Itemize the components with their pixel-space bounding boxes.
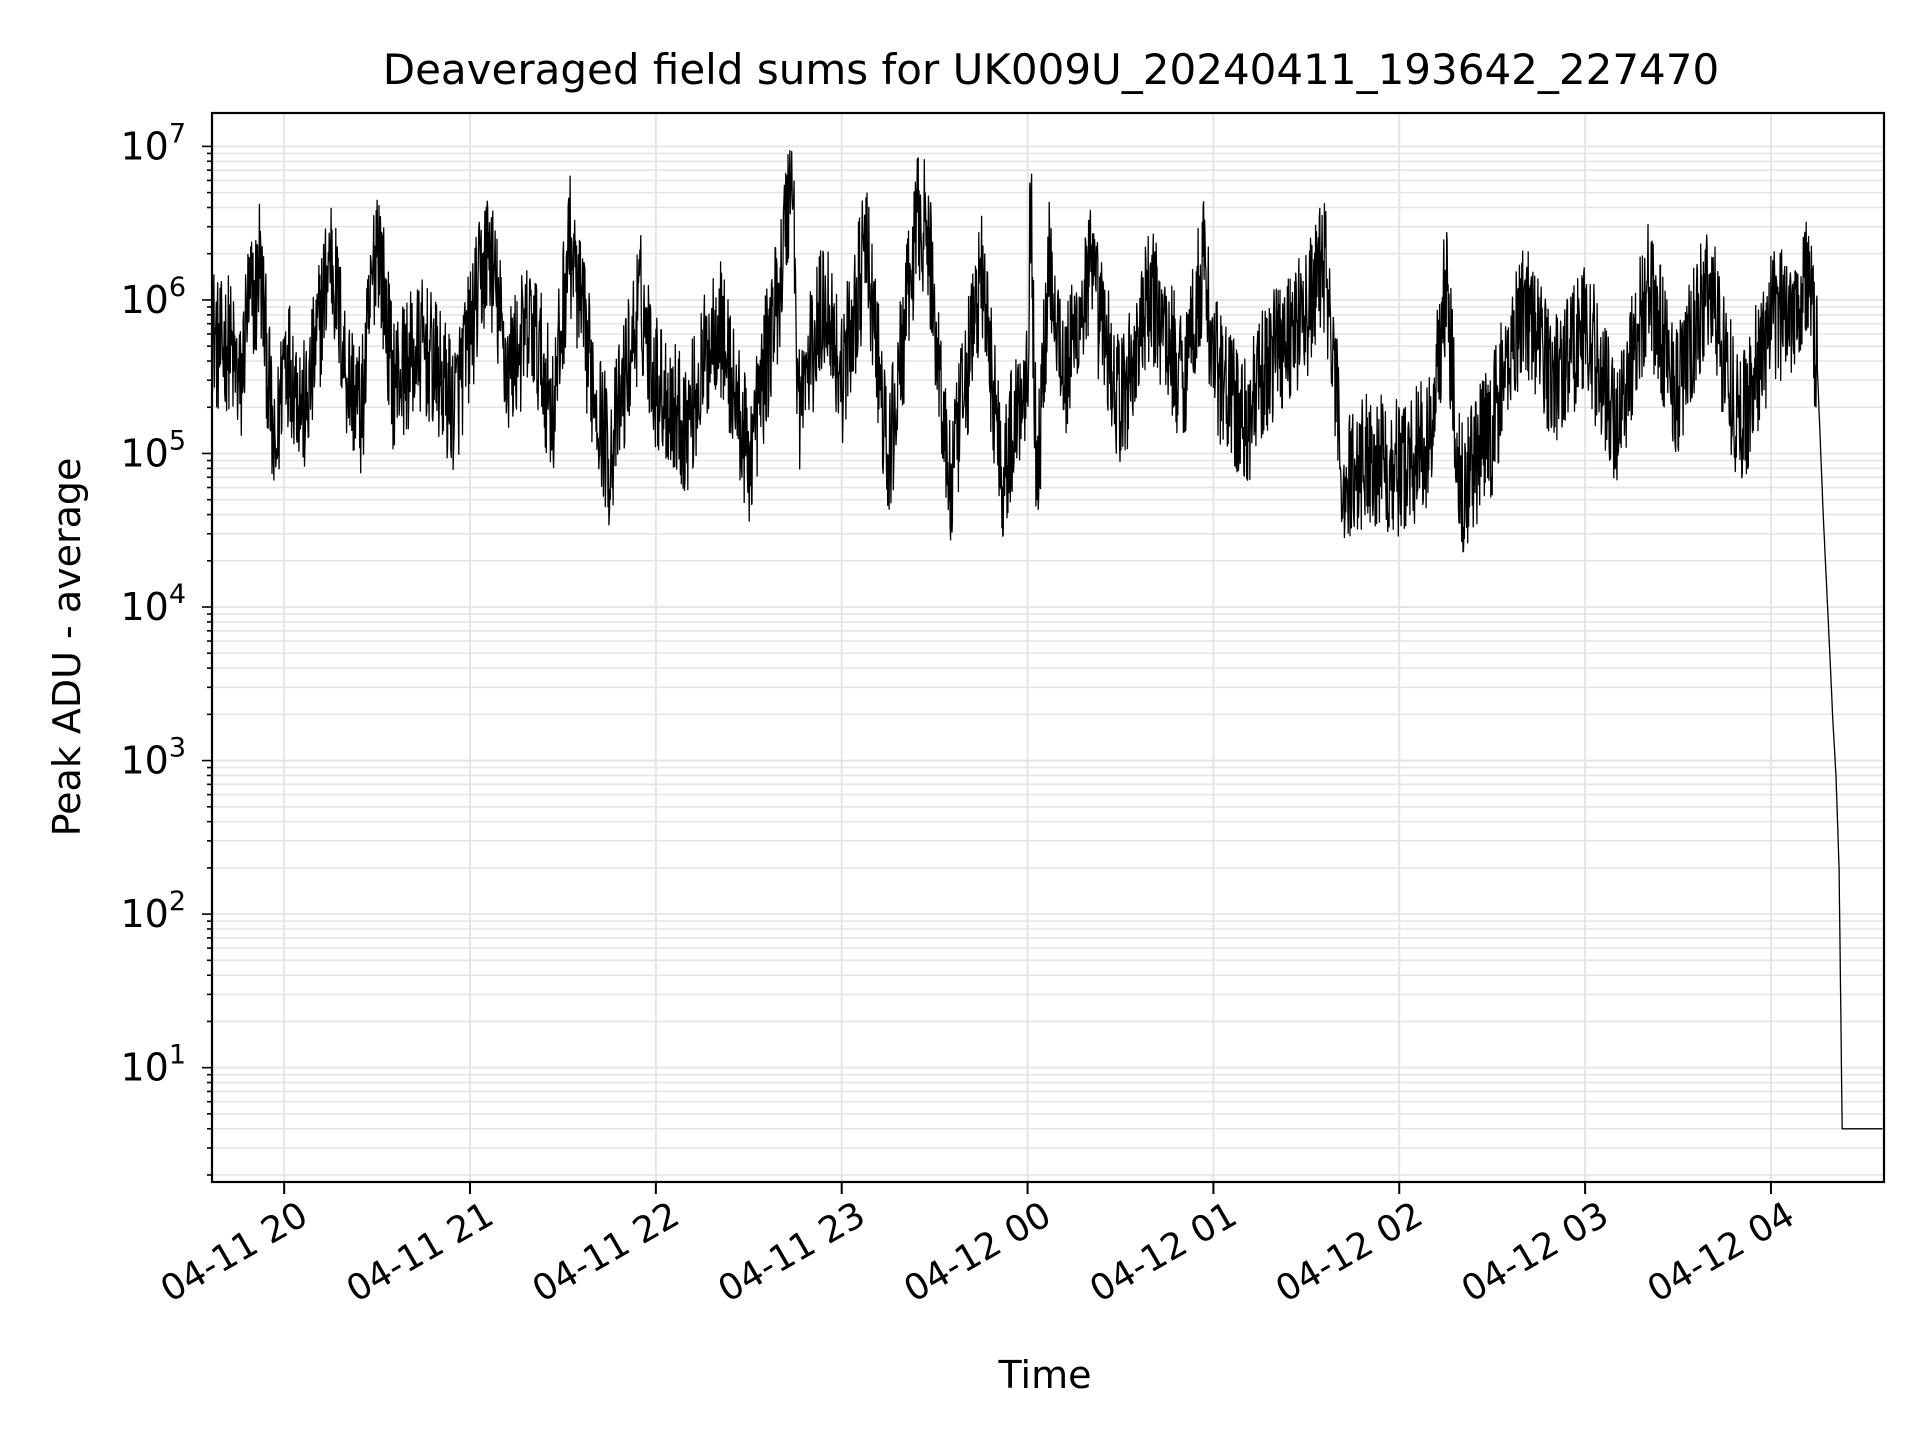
plot-frame xyxy=(210,111,1886,1184)
y-tick-label: 104 xyxy=(120,579,186,629)
y-tick-label: 105 xyxy=(120,425,186,475)
chart-title: Deaveraged field sums for UK009U_2024041… xyxy=(383,45,1719,94)
grid xyxy=(212,113,1884,1182)
y-tick-label: 106 xyxy=(120,272,186,322)
series-line xyxy=(211,149,1883,1130)
y-tick-label: 107 xyxy=(120,118,186,168)
y-axis-label: Peak ADU - average xyxy=(45,458,89,837)
y-tick-label: 101 xyxy=(120,1040,186,1090)
y-tick-label: 102 xyxy=(120,886,186,936)
series-layer xyxy=(211,149,1883,1130)
x-axis-label: Time xyxy=(998,1353,1092,1397)
y-tick-label: 103 xyxy=(120,733,186,783)
